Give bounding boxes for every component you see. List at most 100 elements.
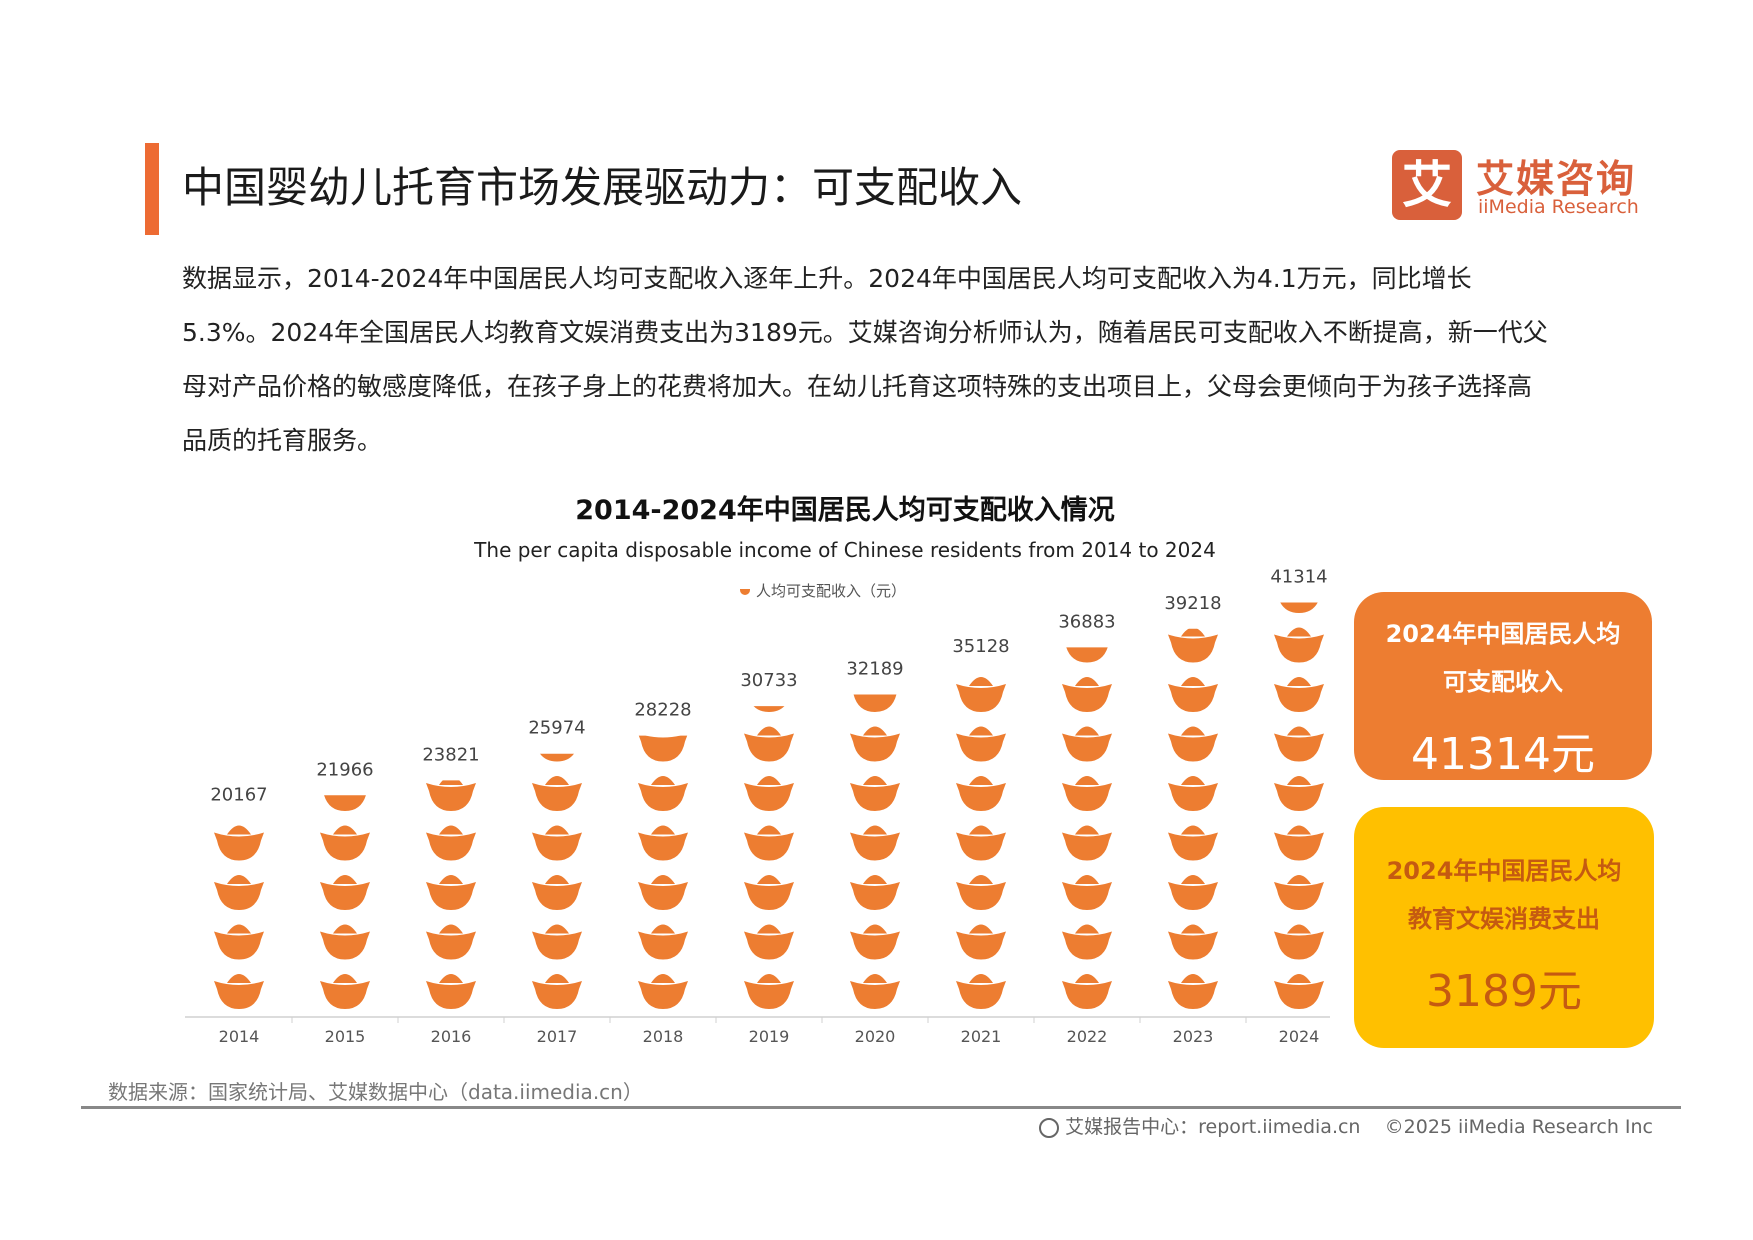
x-tick-label: 2016 <box>431 1027 472 1046</box>
ingot-icon <box>1274 677 1324 712</box>
ingot-icon <box>532 776 582 811</box>
bar-2018 <box>638 735 688 1009</box>
ingot-icon <box>638 735 688 762</box>
ingot-icon <box>426 924 476 960</box>
bar-2014 <box>214 825 264 1009</box>
ingot-icon <box>1274 825 1324 861</box>
ingot-icon <box>214 974 264 1009</box>
ingot-icon <box>1062 875 1112 910</box>
x-tick-label: 2015 <box>325 1027 366 1046</box>
footer: 艾媒报告中心：report.iimedia.cn ©2025 iiMedia R… <box>1039 1112 1653 1139</box>
ingot-icon <box>1274 924 1324 960</box>
ingot-icon <box>956 974 1006 1009</box>
ingot-icon <box>850 974 900 1009</box>
ingot-icon <box>1168 875 1218 910</box>
ingot-icon <box>320 825 370 861</box>
ingot-icon <box>1168 776 1218 811</box>
bar-2024 <box>1274 602 1324 1009</box>
ingot-icon <box>1274 726 1324 762</box>
ingot-icon <box>638 875 688 910</box>
legend-label: 人均可支配收入（元） <box>756 582 907 600</box>
ingot-icon <box>744 726 794 762</box>
footer-divider <box>81 1106 1681 1109</box>
bar-2020 <box>850 694 900 1009</box>
ingot-icon <box>1066 647 1108 663</box>
income-card-line2: 可支配收入 <box>1443 668 1563 696</box>
bar-2023 <box>1168 628 1218 1009</box>
education-card-value: 3189元 <box>1426 966 1582 1017</box>
title-accent-bar <box>145 143 159 235</box>
ingot-icon <box>532 825 582 861</box>
x-tick-label: 2023 <box>1173 1027 1214 1046</box>
ingot-icon <box>744 875 794 910</box>
x-tick-label: 2020 <box>855 1027 896 1046</box>
bar-2015 <box>320 795 370 1009</box>
ingot-icon <box>1168 924 1218 960</box>
ingot-icon <box>324 795 366 811</box>
source-note: 数据来源：国家统计局、艾媒数据中心（data.iimedia.cn） <box>108 1080 643 1104</box>
ingot-icon <box>850 924 900 960</box>
ingot-icon <box>426 780 476 811</box>
footer-copyright: ©2025 iiMedia Research Inc <box>1384 1116 1653 1138</box>
globe-icon <box>1039 1117 1060 1138</box>
ingot-icon <box>1168 974 1218 1009</box>
data-label: 21966 <box>316 759 373 780</box>
ingot-icon <box>214 924 264 960</box>
ingot-icon <box>214 875 264 910</box>
x-tick-label: 2017 <box>537 1027 578 1046</box>
ingot-legend-icon <box>740 588 750 595</box>
ingot-icon <box>1280 602 1318 613</box>
ingot-icon <box>426 974 476 1009</box>
x-tick-label: 2021 <box>961 1027 1002 1046</box>
ingot-icon <box>850 776 900 811</box>
bar-2016 <box>426 780 476 1009</box>
ingot-icon <box>956 825 1006 861</box>
ingot-icon <box>214 825 264 861</box>
ingot-icon <box>850 825 900 861</box>
logo-en: iiMedia Research <box>1478 196 1639 218</box>
ingot-icon <box>956 875 1006 910</box>
logo-mark: 艾 <box>1392 150 1462 220</box>
ingot-icon <box>1168 825 1218 861</box>
ingot-icon <box>532 974 582 1009</box>
page-title: 中国婴幼儿托育市场发展驱动力：可支配收入 <box>182 163 1023 212</box>
data-label: 25974 <box>528 718 585 739</box>
ingot-icon <box>850 726 900 762</box>
data-label: 39218 <box>1164 593 1221 614</box>
data-label: 30733 <box>740 670 797 691</box>
ingot-icon <box>320 974 370 1009</box>
bar-2019 <box>744 706 794 1009</box>
ingot-icon <box>1274 776 1324 811</box>
ingot-icon <box>320 924 370 960</box>
education-card: 2024年中国居民人均 教育文娱消费支出 3189元 <box>1354 807 1654 1048</box>
ingot-icon <box>1168 726 1218 762</box>
education-card-line1: 2024年中国居民人均 <box>1386 857 1622 885</box>
ingot-icon <box>1168 628 1218 663</box>
x-tick-label: 2014 <box>219 1027 260 1046</box>
x-tick-label: 2018 <box>643 1027 684 1046</box>
iimedia-logo: 艾 艾媒咨询 iiMedia Research <box>1392 148 1642 224</box>
ingot-icon <box>638 924 688 960</box>
logo-cn: 艾媒咨询 <box>1476 157 1637 201</box>
ingot-icon <box>956 924 1006 960</box>
x-tick-label: 2024 <box>1279 1027 1320 1046</box>
data-label: 36883 <box>1058 611 1115 632</box>
ingot-icon <box>853 694 897 712</box>
ingot-icon <box>426 825 476 861</box>
data-label: 23821 <box>422 744 479 765</box>
ingot-icon <box>539 753 575 762</box>
chart-legend: 人均可支配收入（元） <box>740 580 906 601</box>
x-tick-label: 2022 <box>1067 1027 1108 1046</box>
data-label: 32189 <box>846 658 903 679</box>
data-label: 28228 <box>634 700 691 721</box>
footer-report: 艾媒报告中心：report.iimedia.cn <box>1065 1116 1361 1138</box>
ingot-icon <box>850 875 900 910</box>
income-card-value: 41314元 <box>1411 729 1595 780</box>
ingot-icon <box>1274 974 1324 1009</box>
ingot-icon <box>1062 974 1112 1009</box>
x-tick-label: 2019 <box>749 1027 790 1046</box>
bar-2021 <box>956 677 1006 1009</box>
ingot-icon <box>1168 677 1218 712</box>
income-card: 2024年中国居民人均 可支配收入 41314元 <box>1354 592 1652 780</box>
